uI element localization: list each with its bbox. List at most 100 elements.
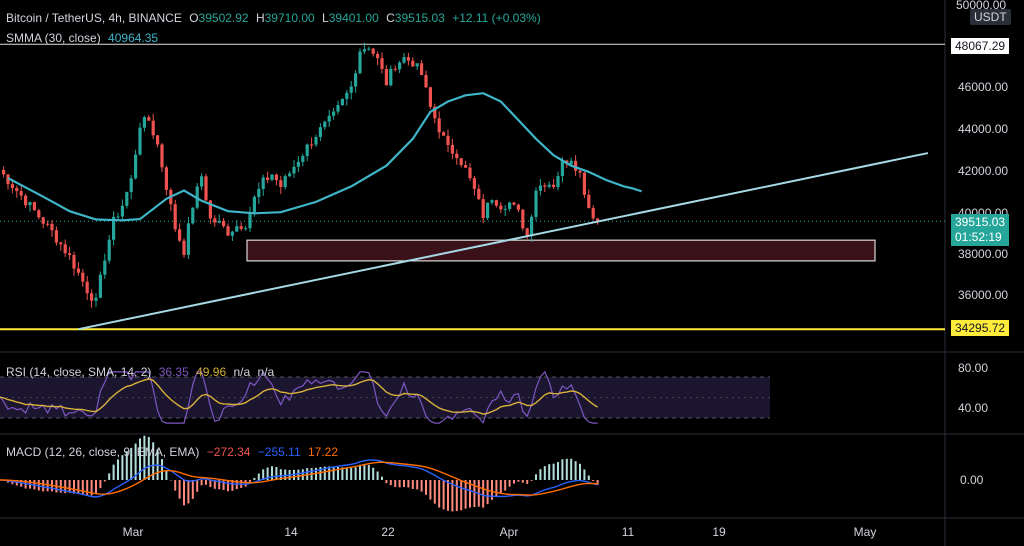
smma-legend[interactable]: SMMA (30, close) 40964.35 [6, 31, 162, 45]
macd-histogram-bar [464, 480, 467, 509]
macd-histogram-bar [596, 480, 599, 485]
macd-line [0, 459, 598, 498]
bar-countdown: 01:52:19 [955, 230, 1002, 244]
macd-histogram-bar [381, 476, 383, 480]
time-label: 14 [284, 525, 298, 539]
candle-up [200, 176, 204, 187]
candle-down [50, 223, 54, 231]
macd-histogram-bar [385, 480, 388, 484]
macd-histogram-bar [68, 480, 71, 493]
candle-down [76, 268, 80, 273]
macd-histogram-bar [354, 467, 357, 480]
macd-histogram-bar [403, 480, 405, 487]
macd-histogram-bar [389, 480, 392, 486]
candle-up [402, 57, 406, 63]
candle-up [129, 178, 133, 193]
candle-down [160, 144, 164, 168]
macd-histogram-bar [416, 480, 419, 490]
candle-up [270, 174, 274, 180]
candle-down [151, 120, 155, 136]
macd-histogram-bar [183, 480, 185, 506]
macd-histogram-bar [376, 471, 379, 480]
candle-down [310, 144, 314, 146]
candle-down [578, 170, 582, 173]
close-value: 39515.03 [394, 11, 445, 25]
macd-histogram-bar [323, 466, 326, 480]
rsi-line [0, 370, 598, 424]
candle-up [538, 185, 542, 191]
candle-up [305, 144, 309, 156]
macd-legend[interactable]: MACD (12, 26, close, 9, EMA, EMA) −272.3… [6, 445, 342, 459]
candle-up [340, 98, 344, 106]
candle-up [327, 115, 331, 122]
macd-histogram-bar [425, 480, 427, 495]
macd-histogram-bar [350, 468, 353, 480]
macd-histogram-bar [495, 480, 498, 497]
candle-down [459, 158, 463, 166]
macd-histogram-bar [231, 480, 234, 491]
candle-down [204, 176, 208, 201]
macd-histogram-bar [429, 480, 432, 500]
time-label: 22 [381, 525, 395, 539]
trendline [78, 152, 929, 331]
macd-histogram-bar [279, 469, 282, 480]
candle-down [19, 191, 23, 196]
candle-down [178, 229, 182, 241]
candle-down [222, 220, 226, 227]
macd-histogram-bar [499, 480, 502, 494]
candle-down [24, 195, 28, 206]
candle-down [442, 132, 446, 136]
smma-label[interactable]: SMMA (30, close) [6, 31, 101, 45]
macd-histogram-bar [345, 467, 348, 480]
rsi-tick: 80.00 [958, 361, 989, 375]
candle-up [534, 190, 538, 217]
candle-down [46, 223, 50, 225]
candle-up [142, 117, 146, 128]
macd-histogram-bar [561, 459, 564, 480]
macd-histogram-bar [548, 464, 551, 480]
candle-up [336, 105, 340, 112]
macd-histogram-bar [253, 477, 256, 480]
candle-up [367, 48, 371, 50]
candle-up [503, 208, 507, 210]
symbol-title[interactable]: Bitcoin / TetherUS, 4h, BINANCE [6, 11, 182, 25]
macd-histogram-bar [108, 473, 111, 480]
candle-up [94, 297, 98, 301]
macd-histogram-bar [306, 468, 309, 480]
macd-label[interactable]: MACD (12, 26, close, 9, EMA, EMA) [6, 445, 200, 459]
macd-tick: 0.00 [960, 473, 984, 487]
candle-down [68, 253, 72, 255]
candle-up [318, 127, 322, 137]
support-zone-rect [246, 239, 876, 262]
rsi-label[interactable]: RSI (14, close, SMA, 14, 2) [6, 365, 152, 379]
macd-histogram-bar [125, 451, 128, 480]
symbol-legend[interactable]: Bitcoin / TetherUS, 4h, BINANCE O39502.9… [6, 11, 545, 25]
candle-down [477, 188, 481, 200]
candle-up [252, 196, 256, 213]
macd-histogram-bar [482, 480, 485, 508]
macd-histogram-bar [557, 462, 559, 480]
candle-down [208, 200, 212, 219]
macd-histogram-bar [143, 435, 146, 480]
open-value: 39502.92 [198, 11, 249, 25]
macd-histogram-bar [513, 480, 515, 484]
candle-up [125, 192, 129, 206]
price-tick: 44000.00 [958, 122, 1009, 136]
candle-up [332, 111, 336, 116]
rsi-legend[interactable]: RSI (14, close, SMA, 14, 2) 36.35 49.96 … [6, 365, 278, 379]
candle-up [362, 49, 366, 52]
candle-up [556, 176, 560, 188]
macd-histogram-bar [174, 480, 177, 491]
rsi-tick: 40.00 [958, 401, 989, 415]
candle-up [490, 200, 494, 203]
candle-down [59, 242, 63, 245]
rsi-ma-value: 49.96 [196, 365, 227, 379]
currency-badge[interactable]: USDT [970, 9, 1011, 25]
candle-down [72, 254, 76, 269]
candle-down [450, 144, 454, 154]
macd-histogram-bar [583, 469, 586, 480]
candle-down [428, 87, 432, 107]
macd-histogram-bar [134, 443, 137, 480]
support-price-tag: 34295.72 [951, 320, 1010, 336]
